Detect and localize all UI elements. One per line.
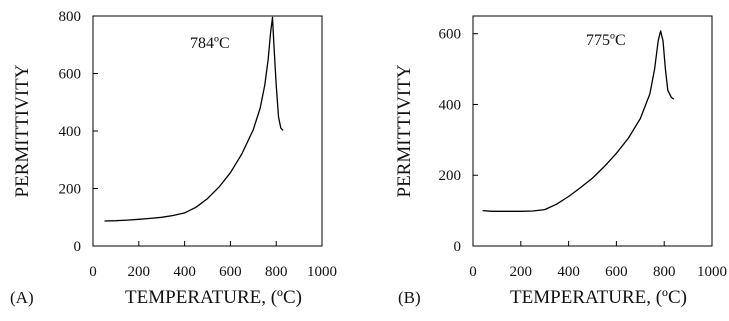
chart-a-x-tick-label: 400 — [173, 264, 196, 280]
chart-a-y-axis-label: PERMITTIVITY — [12, 64, 33, 197]
chart-b-x-tick-label: 800 — [653, 264, 676, 280]
chart-b-y-tick-label: 600 — [439, 27, 462, 43]
chart-a-panel-label: (A) — [10, 288, 34, 307]
chart-a-y-tick-label: 400 — [59, 124, 82, 140]
chart-b-x-tick-label: 600 — [605, 264, 628, 280]
chart-a-permittivity-curve — [104, 16, 284, 222]
chart-b-y-tick-label: 400 — [439, 97, 462, 113]
chart-b-y-tick-label: 0 — [454, 239, 462, 255]
chart-b-y-tick-label: 200 — [439, 168, 462, 184]
chart-b-x-axis-label: TEMPERATURE, (ºC) — [510, 287, 687, 308]
chart-a-x-axis-label: TEMPERATURE, (ºC) — [125, 287, 302, 308]
chart-a-x-tick-label: 1000 — [307, 264, 337, 280]
chart-b-y-axis-label: PERMITTIVITY — [394, 64, 415, 197]
panel-a-chart: 0 200 400 600 800 1000 0 200 400 600 800 TEMPERATUR… — [10, 9, 337, 308]
chart-b-x-tick-label: 0 — [469, 264, 477, 280]
chart-a-peak-annotation: 784ºC — [190, 35, 230, 52]
chart-a-y-tick-label: 200 — [59, 182, 82, 198]
chart-a-y-tick-label: 600 — [59, 67, 82, 83]
chart-a-x-tick-label: 200 — [128, 264, 151, 280]
chart-b-x-tick-label: 400 — [557, 264, 580, 280]
panel-b-chart: 0 200 400 600 800 1000 0 200 400 600 TEMPERATURE, … — [394, 15, 727, 308]
chart-a-x-tick-label: 600 — [219, 264, 242, 280]
chart-b-x-tick-label: 1000 — [697, 264, 727, 280]
chart-b-peak-annotation: 775ºC — [586, 32, 626, 49]
chart-a-y-tick-label: 0 — [74, 239, 82, 255]
chart-b-x-tick-label: 200 — [510, 264, 533, 280]
chart-a-x-tick-label: 0 — [89, 264, 97, 280]
chart-b-panel-label: (B) — [398, 288, 421, 307]
chart-a-y-tick-label: 800 — [59, 9, 82, 25]
chart-b-plot-frame — [472, 15, 713, 247]
chart-b-permittivity-curve — [482, 30, 675, 212]
chart-a-x-tick-label: 800 — [265, 264, 288, 280]
